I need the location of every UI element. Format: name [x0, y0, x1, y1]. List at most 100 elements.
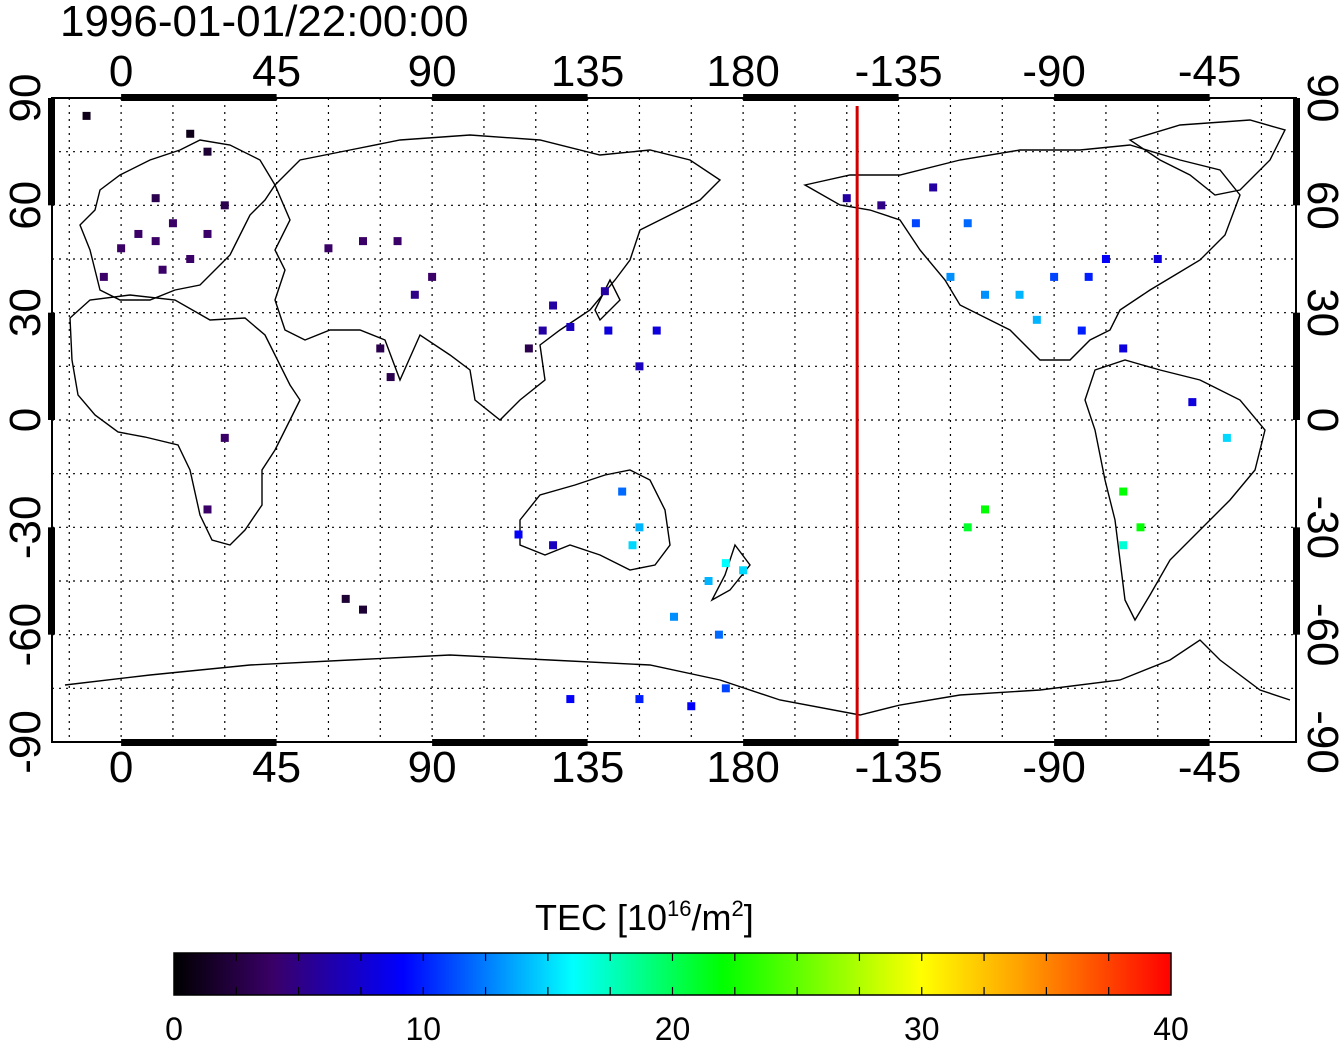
- graticule: [52, 98, 1296, 742]
- tec-point: [1101, 255, 1110, 263]
- lon-tick-label-top: 45: [252, 47, 301, 96]
- tec-point: [203, 147, 212, 156]
- lat-tick-label-right: -30: [1298, 496, 1344, 560]
- tec-measurements: [82, 111, 1231, 711]
- tec-point: [538, 326, 547, 335]
- top-longitude-ticks: 0 45 90 135 180 -135 -90 -45: [109, 47, 1242, 96]
- edge-bar-top: [121, 94, 277, 101]
- tec-point: [929, 183, 938, 192]
- tec-point: [946, 272, 955, 281]
- edge-bar-top: [1054, 94, 1210, 101]
- tec-point: [721, 684, 730, 693]
- tec-point: [877, 201, 886, 210]
- edge-bar-top: [743, 94, 899, 101]
- coastline-new-zealand: [710, 543, 751, 602]
- tec-point: [1119, 487, 1128, 496]
- lon-tick-label-top: 90: [408, 47, 457, 96]
- colorbar-tick-label: 10: [405, 1011, 441, 1047]
- tec-point: [670, 612, 678, 621]
- tec-point: [151, 194, 160, 203]
- tec-point: [1050, 272, 1059, 281]
- axis-tick-bars: [48, 94, 1300, 746]
- lat-tick-label-left: 30: [1, 288, 50, 337]
- lon-tick-label-top: -90: [1022, 47, 1086, 96]
- tec-point: [410, 290, 419, 299]
- tec-point: [628, 541, 637, 550]
- coastline-north-america: [803, 144, 1241, 361]
- lat-tick-label-right: 0: [1298, 408, 1344, 432]
- tec-point: [704, 577, 713, 585]
- colorbar-label-sup2: 2: [732, 896, 744, 921]
- edge-bar-right: [1293, 312, 1300, 420]
- tec-point: [203, 229, 212, 238]
- lon-tick-label-top: -135: [855, 47, 943, 96]
- colorbar-minor-ticks: [235, 953, 1110, 995]
- colorbar-label-end: ]: [744, 897, 754, 938]
- coastline-europe: [79, 139, 276, 301]
- tec-point: [618, 487, 627, 496]
- lat-tick-label-right: 90: [1298, 74, 1344, 123]
- colorbar-label: TEC [1016/m2]: [535, 896, 754, 938]
- tec-point: [1032, 315, 1041, 324]
- tec-point: [566, 322, 575, 331]
- tec-point: [566, 695, 575, 704]
- lat-tick-label-left: -60: [1, 603, 50, 667]
- tec-point: [1119, 541, 1128, 550]
- coastlines: [64, 119, 1291, 716]
- tec-point: [842, 194, 851, 203]
- tec-point: [386, 373, 395, 382]
- colorbar-tick-label: 0: [165, 1011, 183, 1047]
- tec-point: [514, 530, 523, 539]
- edge-bar-top: [432, 94, 588, 101]
- lon-tick-label-bottom: -45: [1178, 743, 1242, 792]
- tec-point: [963, 523, 972, 532]
- tec-point: [981, 290, 989, 299]
- tec-point: [134, 229, 143, 238]
- tec-point: [549, 541, 558, 550]
- tec-point: [1153, 255, 1162, 263]
- lat-tick-label-right: -90: [1298, 710, 1344, 774]
- lon-tick-label-bottom: 180: [706, 743, 779, 792]
- tec-point: [220, 433, 229, 442]
- colorbar-tick-labels: 0 10 20 30 40: [165, 1011, 1189, 1047]
- tec-point: [652, 326, 661, 335]
- tec-point: [117, 244, 126, 253]
- coastline-asia: [274, 134, 722, 421]
- tec-point: [341, 594, 350, 603]
- tec-point: [428, 272, 437, 281]
- edge-bar-right: [1293, 98, 1300, 206]
- tec-point: [393, 237, 402, 246]
- tec-point: [82, 111, 91, 120]
- lat-tick-label-right: -60: [1298, 603, 1344, 667]
- tec-point: [635, 362, 644, 371]
- edge-bar-right: [1293, 527, 1300, 635]
- left-latitude-ticks: 90 60 30 0 -30 -60 -90: [1, 74, 50, 774]
- coastline-greenland: [1128, 119, 1287, 196]
- tec-point: [1188, 398, 1197, 407]
- tec-point: [359, 605, 367, 614]
- tec-point: [981, 505, 989, 514]
- edge-bar-bottom: [432, 739, 588, 746]
- lon-tick-label-top: 180: [706, 47, 779, 96]
- lat-tick-label-left: -30: [1, 496, 50, 560]
- edge-bar-left: [48, 98, 55, 206]
- colorbar-label-sup1: 16: [667, 896, 691, 921]
- tec-point: [911, 219, 920, 228]
- tec-point: [721, 559, 730, 568]
- lon-tick-label-bottom: 45: [252, 743, 301, 792]
- coastline-japan: [594, 278, 621, 322]
- tec-point: [203, 505, 212, 514]
- lat-tick-label-left: 0: [1, 408, 50, 432]
- tec-point: [604, 326, 613, 335]
- lon-tick-label-bottom: -90: [1022, 743, 1086, 792]
- lon-tick-label-bottom: 0: [109, 743, 133, 792]
- edge-bar-left: [48, 527, 55, 635]
- tec-point: [1119, 344, 1128, 353]
- lat-tick-label-right: 30: [1298, 288, 1344, 337]
- tec-point: [168, 219, 177, 228]
- lon-tick-label-top: -45: [1178, 47, 1242, 96]
- coastline-south-america: [1084, 359, 1266, 622]
- lat-tick-label-left: 60: [1, 181, 50, 230]
- tec-point: [1077, 326, 1086, 335]
